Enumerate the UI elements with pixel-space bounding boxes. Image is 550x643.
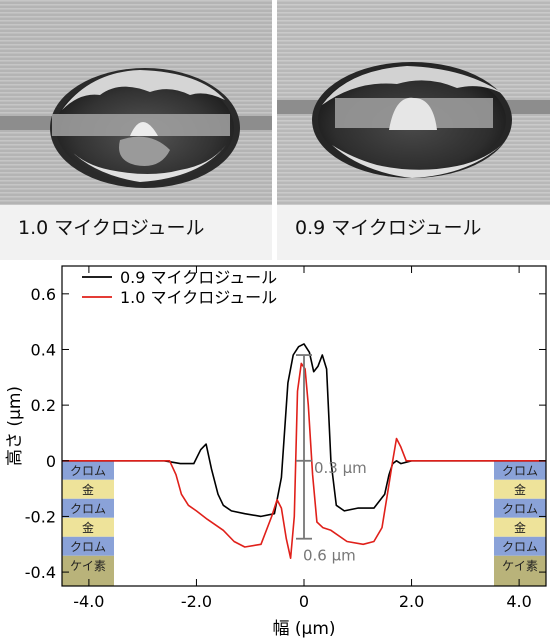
layer-label: クロム [502, 502, 538, 516]
series-group [62, 343, 546, 559]
legend-label: 0.9 マイクロジュール [120, 268, 277, 287]
layer-band [494, 536, 546, 556]
layer-label: 金 [82, 520, 94, 535]
y-tick-label: -0.2 [25, 507, 56, 526]
layer-label: クロム [70, 464, 106, 478]
y-tick-label: 0.4 [31, 340, 56, 359]
layer-band [494, 479, 546, 499]
layer-label: ケイ素 [502, 559, 538, 573]
layer-label: 金 [514, 482, 526, 497]
layer-band [494, 517, 546, 537]
sem-image-left: 1.0 マイクロジュール [0, 0, 272, 260]
series-line [62, 362, 546, 559]
y-tick-label: -0.4 [25, 563, 56, 582]
layer-label: クロム [502, 540, 538, 554]
legend-label: 1.0 マイクロジュール [120, 288, 277, 307]
layer-label: クロム [70, 502, 106, 516]
layer-band [62, 536, 114, 556]
layer-band [62, 517, 114, 537]
sem-photo [0, 0, 272, 260]
layer-band [62, 555, 114, 586]
axis-ticks: -4.0 -2.0 0 2.0 4.0 0.6 0.4 0.2 0 -0.2 -0.4 [25, 266, 546, 611]
y-axis-label: 高さ (µm) [5, 386, 25, 466]
y-tick-label: 0.6 [31, 285, 56, 304]
layer-band [62, 460, 114, 480]
layer-label: クロム [502, 464, 538, 478]
layer-band [494, 555, 546, 586]
y-tick-label: 0 [46, 452, 56, 471]
layer-band [62, 498, 114, 518]
x-tick-label: -2.0 [181, 592, 212, 611]
x-tick-label: 2.0 [399, 592, 424, 611]
layer-label: 金 [514, 520, 526, 535]
layer-band [494, 460, 546, 480]
sem-image-right: 0.9 マイクロジュール [277, 0, 550, 260]
x-tick-label: -4.0 [73, 592, 104, 611]
annotation-label: 0.3 µm [314, 459, 367, 477]
image-caption-right: 0.9 マイクロジュール [295, 217, 482, 239]
x-axis-label: 幅 (µm) [272, 619, 335, 639]
sem-photo [277, 0, 550, 260]
layer-band [494, 498, 546, 518]
layer-band [62, 479, 114, 499]
y-tick-label: 0.2 [31, 396, 56, 415]
layer-label: ケイ素 [70, 559, 106, 573]
annotation-label: 0.6 µm [303, 547, 356, 565]
image-caption-left: 1.0 マイクロジュール [18, 217, 205, 239]
x-tick-label: 4.0 [506, 592, 531, 611]
layer-label: クロム [70, 540, 106, 554]
x-tick-label: 0 [299, 592, 309, 611]
layer-label: 金 [82, 482, 94, 497]
annotation-group: 0.3 µm 0.6 µm [296, 354, 367, 565]
